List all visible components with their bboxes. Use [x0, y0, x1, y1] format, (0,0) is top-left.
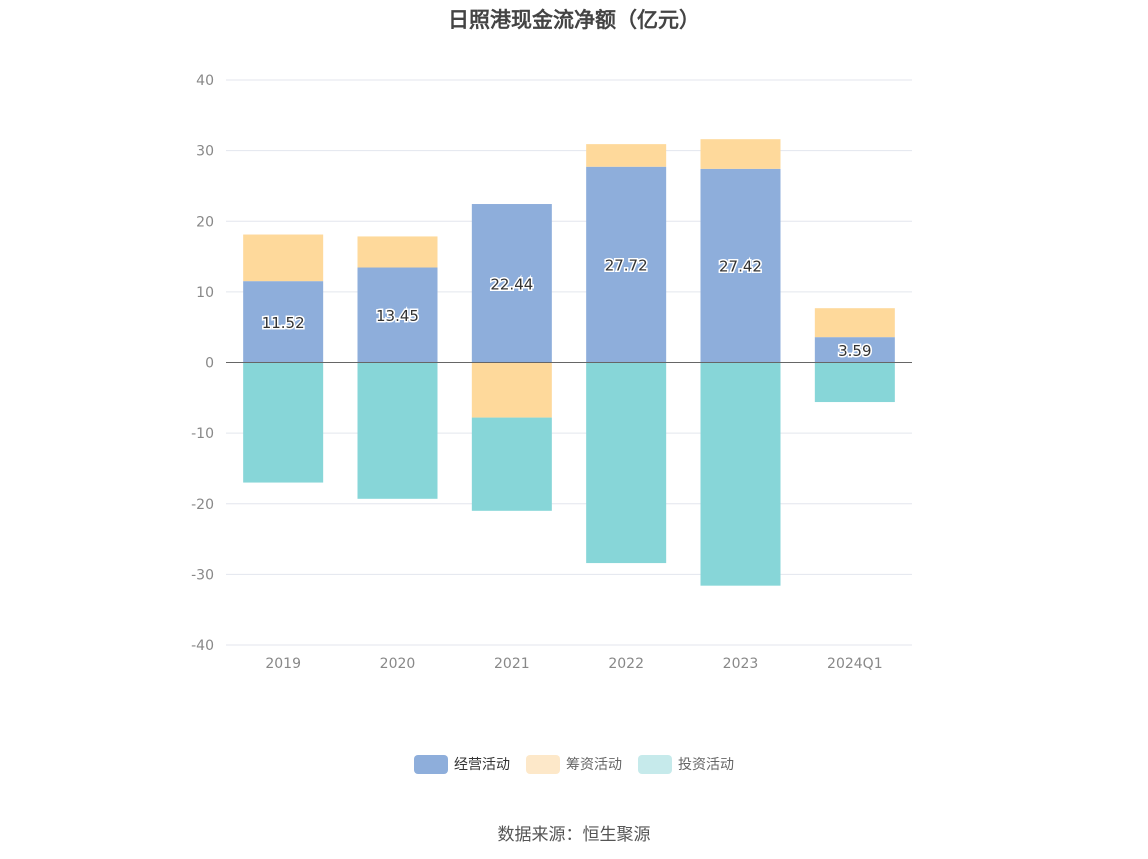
legend-item-financing[interactable]: 筹资活动: [526, 754, 622, 774]
legend-label-investing: 投资活动: [678, 757, 734, 773]
bar-segment: [700, 362, 781, 586]
gridlines: [226, 79, 912, 646]
legend-swatch-financing: [526, 754, 560, 774]
bar-segment: [471, 417, 552, 511]
bars: [243, 139, 895, 586]
source-note: 数据来源：恒生聚源: [497, 825, 651, 845]
bar-segment: [357, 267, 438, 363]
data-label: 3.59: [838, 342, 871, 360]
bar-segment: [243, 362, 324, 483]
data-label: 22.44: [490, 275, 533, 293]
bar-segment: [471, 204, 552, 363]
bar-segment: [586, 166, 667, 363]
bar-segment: [357, 236, 438, 268]
legend: 经营活动 筹资活动 投资活动: [0, 754, 1148, 774]
x-tick-label: 2023: [723, 656, 759, 672]
x-tick-label: 2022: [608, 656, 644, 672]
bar-segment: [586, 144, 667, 167]
data-label: 27.72: [605, 257, 648, 275]
bar-segment: [814, 362, 895, 403]
y-tick-label: 40: [196, 73, 214, 89]
y-tick-label: -20: [191, 497, 214, 513]
x-tick-label: 2024Q1: [827, 656, 883, 672]
bar-segment: [243, 281, 324, 363]
bar-segment: [814, 308, 895, 338]
x-axis: 2019 2020 2021 2022 2023 2024Q1: [265, 656, 882, 672]
bar-segment: [243, 234, 324, 282]
data-label: 13.45: [376, 307, 419, 325]
x-tick-label: 2021: [494, 656, 530, 672]
y-tick-label: 30: [196, 144, 214, 160]
legend-swatch-operating: [414, 754, 448, 774]
bar-segment: [814, 337, 895, 363]
bar-segment: [586, 362, 667, 564]
y-tick-label: -30: [191, 567, 214, 583]
legend-swatch-investing: [638, 754, 672, 774]
data-label: 11.52: [262, 314, 305, 332]
legend-label-operating: 经营活动: [454, 757, 510, 773]
legend-label-financing: 筹资活动: [566, 757, 622, 773]
y-tick-label: -40: [191, 638, 214, 654]
bar-segment: [357, 362, 438, 499]
data-labels: 11.52 13.45 22.44 27.72 27.42 3.59: [260, 255, 873, 361]
legend-item-investing[interactable]: 投资活动: [638, 754, 734, 774]
y-axis: -40 -30 -20 -10 0 10 20 30 40: [191, 73, 214, 654]
y-tick-label: 20: [196, 214, 214, 230]
bar-segment: [700, 139, 781, 169]
y-tick-label: 0: [205, 356, 214, 372]
bar-segment: [700, 168, 781, 363]
data-label: 27.42: [719, 258, 762, 276]
x-tick-label: 2019: [265, 656, 301, 672]
x-tick-label: 2020: [380, 656, 416, 672]
y-tick-label: 10: [196, 285, 214, 301]
legend-item-operating[interactable]: 经营活动: [414, 754, 510, 774]
y-tick-label: -10: [191, 426, 214, 442]
bar-segment: [471, 362, 552, 418]
chart-title: 日照港现金流净额（亿元）: [448, 8, 700, 32]
